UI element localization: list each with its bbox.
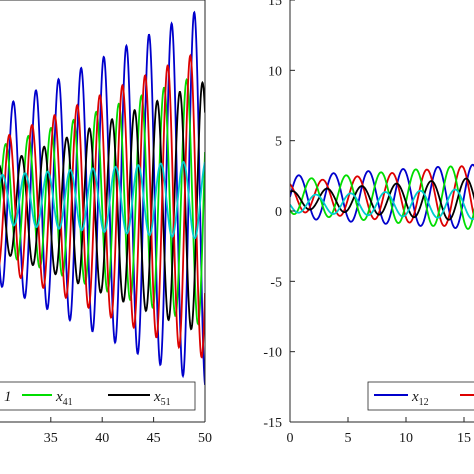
series-line-x12 <box>290 163 474 229</box>
right-plot: 0 5 10 15 -15 -10 -5 0 5 10 15 x12 <box>263 0 474 446</box>
y-tick-label: 15 <box>268 0 282 9</box>
y-tick-label: 5 <box>275 135 282 150</box>
x-tick-label: 10 <box>399 431 413 446</box>
left-legend-label-x51: x51 <box>153 389 171 408</box>
series-line-series-3 <box>290 177 474 221</box>
y-tick-label: -10 <box>263 346 282 361</box>
series-line-x41 <box>0 77 205 326</box>
x-tick-label: 0 <box>287 431 294 446</box>
right-series-group <box>290 163 474 230</box>
series-line-series-4 <box>0 160 205 240</box>
right-legend-label-x12: x12 <box>411 389 429 408</box>
left-series-group <box>0 10 205 385</box>
left-plot: 35 40 45 50 1 x41 x51 <box>0 0 212 446</box>
right-legend: x12 <box>367 381 474 411</box>
x-tick-label: 45 <box>147 431 161 446</box>
x-tick-label: 15 <box>457 431 471 446</box>
series-line-series-0 <box>0 10 205 385</box>
left-legend-label-x41: x41 <box>55 389 73 408</box>
y-tick-label: 0 <box>275 205 282 220</box>
series-line-series-4 <box>290 188 474 220</box>
y-tick-label: -5 <box>270 275 282 290</box>
y-tick-label: 10 <box>268 64 282 79</box>
y-tick-label: -15 <box>263 416 282 431</box>
right-x-ticks: 0 5 10 15 <box>287 417 471 446</box>
x-tick-label: 5 <box>345 431 352 446</box>
right-y-ticks: -15 -10 -5 0 5 10 15 <box>263 0 295 431</box>
left-x-ticks: 35 40 45 50 <box>44 417 212 446</box>
x-tick-label: 35 <box>44 431 58 446</box>
x-tick-label: 40 <box>95 431 109 446</box>
left-legend-label-1: 1 <box>4 389 12 405</box>
x-tick-label: 50 <box>198 431 212 446</box>
series-line-series-3 <box>0 53 205 359</box>
left-legend: 1 x41 x51 <box>0 381 196 411</box>
